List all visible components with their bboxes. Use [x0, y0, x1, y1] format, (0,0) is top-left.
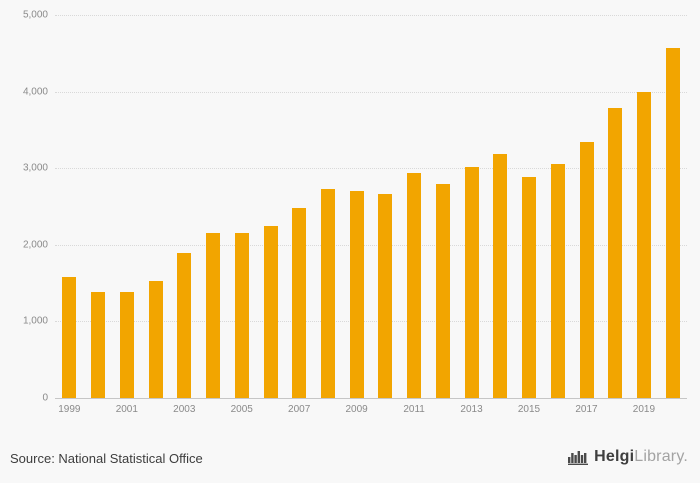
bar-slot-2011	[400, 15, 429, 398]
bars	[55, 15, 687, 398]
x-axis-line	[55, 398, 687, 399]
gridline-4000	[55, 91, 687, 93]
bar-2008	[320, 188, 335, 398]
gridline-5000	[55, 15, 687, 16]
bar-slot-1999	[55, 15, 84, 398]
bar-slot-2013	[457, 15, 486, 398]
bar-2003	[177, 252, 192, 398]
x-tick-label-2001: 2001	[115, 404, 138, 415]
bar-slot-2012	[429, 15, 458, 398]
footer: Source: National Statistical Office Helg…	[0, 438, 700, 483]
bar-2007	[292, 208, 307, 398]
bar-2017	[579, 142, 594, 398]
y-tick-label-1000: 1,000	[22, 315, 48, 327]
x-tick-label-2013: 2013	[460, 404, 483, 415]
x-tick-label-2003: 2003	[173, 404, 196, 415]
bar-slot-2005	[227, 15, 256, 398]
logo-text-helgi: Helgi	[594, 448, 635, 465]
y-tick-label-4000: 4,000	[22, 86, 48, 98]
x-tick-label-2009: 2009	[345, 404, 368, 415]
bar-slot-2019	[630, 15, 659, 398]
gridline-2000	[55, 244, 687, 246]
helgi-library-logo: HelgiLibrary.	[568, 448, 688, 466]
bar-slot-2006	[256, 15, 285, 398]
bar-1999	[62, 277, 77, 398]
bar-slot-2016	[543, 15, 572, 398]
gridline-3000	[55, 168, 687, 170]
bar-2002	[148, 280, 163, 398]
bar-slot-2000	[84, 15, 113, 398]
x-tick-label-1999: 1999	[58, 404, 81, 415]
x-tick-label-2019: 2019	[632, 404, 656, 415]
bar-slot-2017	[572, 15, 601, 398]
bar-2016	[550, 164, 565, 398]
x-tick-label-2015: 2015	[517, 404, 541, 415]
x-axis-labels: 1999 2001 2003 2005 2007 2009 2011 2013 2015 2017…	[55, 404, 687, 418]
bar-slot-2009	[342, 15, 371, 398]
y-tick-label-2000: 2,000	[22, 239, 48, 251]
bar-2013	[464, 167, 479, 398]
source-text: Source: National Statistical Office	[10, 451, 203, 466]
plot-area	[55, 15, 687, 399]
x-tick-label-2017: 2017	[575, 404, 598, 415]
x-tick-label-2011: 2011	[403, 404, 425, 415]
bar-slot-2020	[658, 15, 687, 398]
bar-slot-2001	[112, 15, 141, 398]
y-tick-label-3000: 3,000	[22, 162, 48, 174]
gridline-1000	[55, 321, 687, 323]
logo-text-library: Library.	[634, 448, 688, 465]
bar-slot-2015	[515, 15, 544, 398]
bar-slot-2018	[601, 15, 630, 398]
helgi-castle-icon	[568, 450, 589, 465]
x-tick-label-2005: 2005	[230, 404, 253, 415]
bar-slot-2014	[486, 15, 515, 398]
bar-2015	[522, 177, 537, 398]
bar-slot-2002	[141, 15, 170, 398]
y-tick-label-5000: 5,000	[22, 9, 48, 21]
bar-slot-2003	[170, 15, 199, 398]
bar-2000	[91, 291, 106, 398]
bar-2018	[608, 107, 623, 398]
bar-2004	[206, 233, 221, 398]
bar-2005	[234, 233, 249, 398]
bar-slot-2008	[314, 15, 343, 398]
bar-slot-2007	[285, 15, 314, 398]
bar-2001	[119, 291, 134, 398]
logo-text: HelgiLibrary.	[594, 448, 688, 466]
bar-2020	[665, 47, 680, 398]
x-tick-label-2007: 2007	[288, 404, 311, 415]
bar-2009	[349, 191, 364, 398]
y-tick-label-0: 0	[42, 392, 48, 404]
bar-2019	[637, 92, 652, 398]
bar-2010	[378, 194, 393, 398]
bar-slot-2004	[199, 15, 228, 398]
bar-2006	[263, 226, 278, 398]
y-axis-labels: 0 1,000 2,000 3,000 4,000 5,000	[0, 0, 48, 420]
bar-2014	[493, 154, 508, 398]
bar-slot-2010	[371, 15, 400, 398]
bar-2011	[407, 172, 422, 398]
bar-2012	[435, 184, 450, 398]
